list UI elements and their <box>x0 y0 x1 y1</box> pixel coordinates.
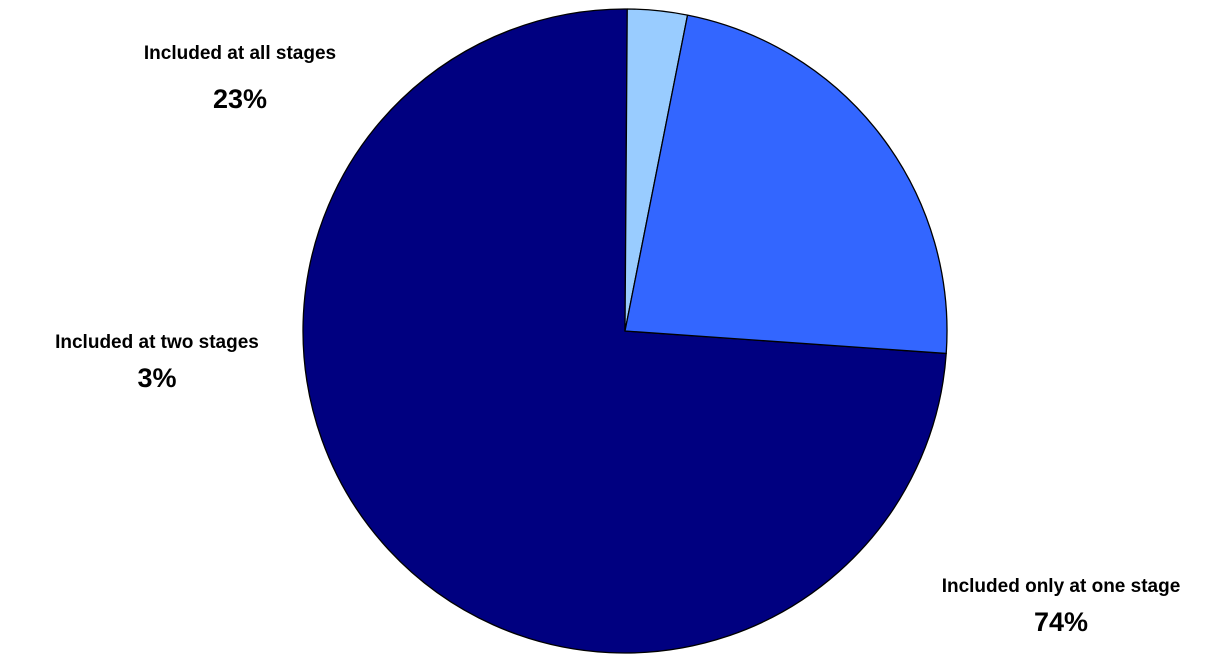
slice-label-all-stages: Included at all stages <box>144 43 336 64</box>
slice-label-two-stages: Included at two stages <box>55 332 259 353</box>
slice-value-all-stages: 23% <box>213 84 267 114</box>
slice-value-one-stage: 74% <box>1034 607 1088 637</box>
slice-label-one-stage: Included only at one stage <box>942 576 1181 597</box>
slice-value-two-stages: 3% <box>137 363 176 393</box>
pie-slice-all-stages <box>624 14 948 355</box>
pie-slices <box>302 8 948 654</box>
